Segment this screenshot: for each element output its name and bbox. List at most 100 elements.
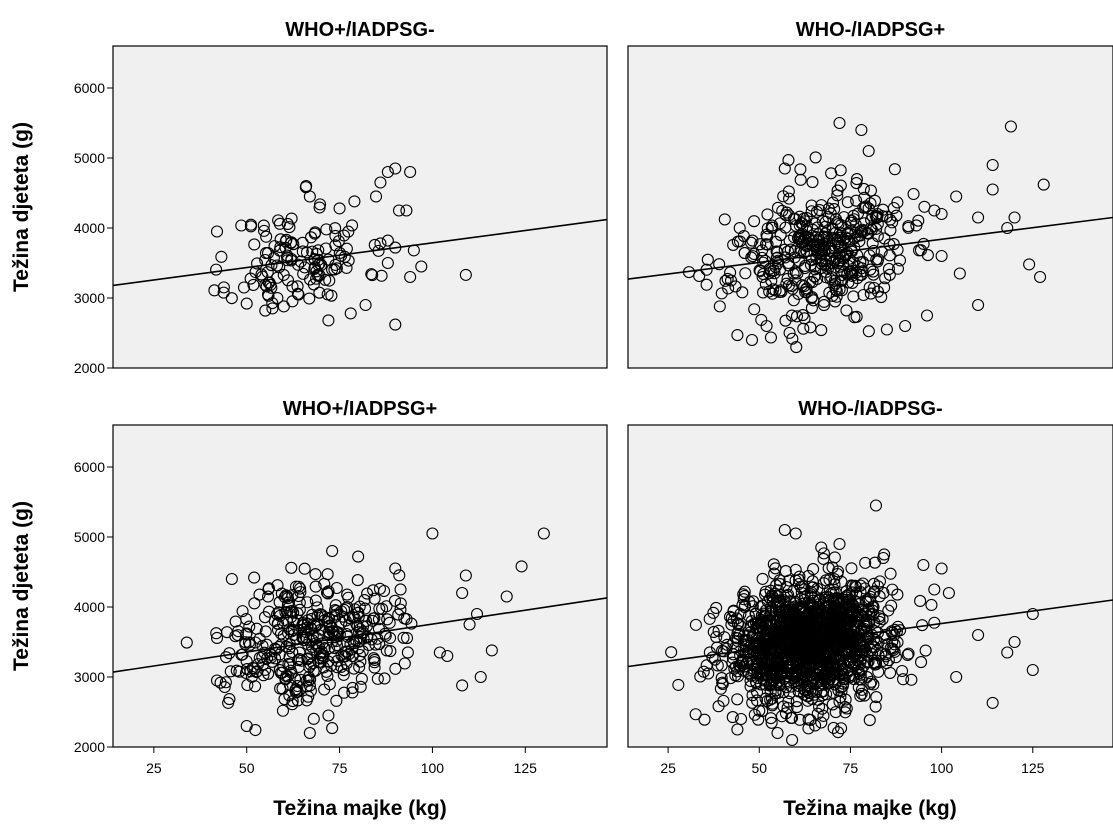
data-point [500,590,513,603]
data-point [809,151,822,164]
data-point [389,562,402,575]
data-point [321,669,334,683]
data-point [291,685,304,698]
data-point [247,278,260,291]
data-point [738,246,751,260]
data-point [235,219,248,232]
data-point [389,662,402,675]
data-point [1001,646,1014,659]
data-point [369,190,383,203]
data-point [850,194,863,207]
data-point [761,208,774,221]
data-point [764,678,777,691]
data-point [328,263,341,276]
x-tick-label: 125 [514,760,538,776]
data-point [229,630,242,643]
data-point [830,290,843,303]
data-point [765,274,778,287]
data-point [689,618,702,631]
data-point [381,234,394,247]
data-point [746,250,759,263]
data-point [986,158,999,172]
data-point [381,165,394,179]
data-point [891,262,904,275]
data-point [879,648,892,661]
y-axis-label: Težina djeteta (g) [10,122,33,292]
data-point [344,638,357,651]
data-point [868,633,881,646]
data-point [830,644,844,657]
x-tick-label: 100 [930,760,954,776]
data-point [834,274,847,287]
x-tick-label: 50 [751,760,767,776]
data-point [311,609,324,622]
data-point [218,680,231,694]
data-point [831,189,844,202]
data-point [828,678,842,691]
data-point [853,649,866,662]
data-point [222,696,235,709]
data-point [745,333,759,347]
data-point [798,590,811,603]
data-point [917,237,930,250]
data-point [293,596,306,609]
data-point [731,329,744,342]
data-point [366,269,379,282]
data-point [805,205,818,218]
data-point [782,256,795,270]
data-point [847,213,860,226]
data-point [329,222,342,235]
data-point [330,581,343,595]
data-point [312,258,325,271]
data-point [459,569,472,582]
data-point [858,191,871,204]
data-point [819,220,832,233]
data-point [877,551,890,565]
x-tick-label: 125 [1021,760,1045,776]
data-point [307,712,320,725]
data-point [456,679,469,692]
data-point [309,637,323,650]
data-point [785,309,799,322]
data-point [354,655,367,668]
data-point [770,252,783,265]
data-point [712,700,725,713]
plot-area [112,424,608,748]
y-tick-label: 2000 [74,360,105,376]
data-point [915,656,928,669]
data-point [784,711,798,725]
data-point [702,667,715,680]
data-point [864,263,877,276]
data-point [220,651,233,664]
data-point [819,593,832,607]
data-point [820,271,833,284]
data-point [383,616,396,629]
data-point [843,671,856,684]
data-point [804,321,817,334]
data-point [867,265,880,278]
data-point [392,204,406,217]
data-point [261,590,275,603]
data-point [374,237,387,250]
data-point [354,680,367,693]
data-point [914,594,927,607]
data-point [309,580,322,593]
data-point [773,285,786,299]
data-point [754,238,767,251]
data-point [689,708,702,721]
data-point [322,655,335,668]
data-point [366,614,379,627]
data-point [262,246,275,260]
data-point [896,664,909,678]
panel-4: WHO-/IADPSG- 25 50 75 100 125 [627,398,1113,776]
data-point [716,677,729,691]
data-point [375,269,388,282]
data-point [942,586,955,600]
data-point [289,683,302,696]
data-point [935,562,948,575]
data-point [843,632,856,645]
data-point [748,215,761,228]
data-point [291,280,304,293]
data-point [823,286,836,299]
